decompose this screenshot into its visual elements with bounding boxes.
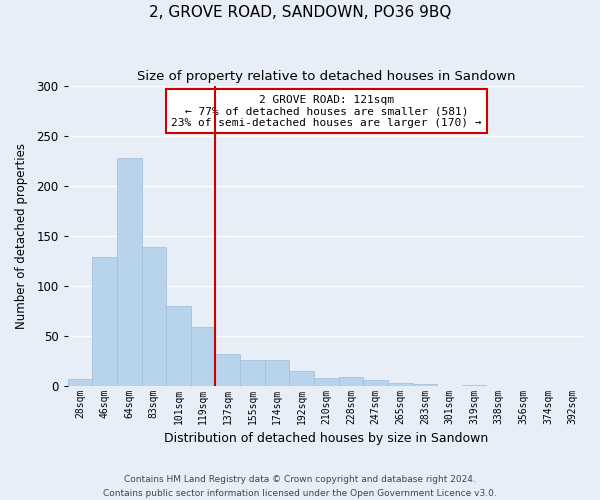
Y-axis label: Number of detached properties: Number of detached properties xyxy=(15,142,28,328)
Bar xyxy=(142,246,166,386)
Bar xyxy=(462,384,487,386)
Bar xyxy=(265,360,289,386)
Bar xyxy=(363,380,388,386)
Bar xyxy=(215,354,240,386)
Bar xyxy=(240,360,265,386)
Bar xyxy=(338,376,363,386)
Bar xyxy=(314,378,338,386)
Bar xyxy=(191,326,215,386)
Bar xyxy=(166,306,191,386)
Bar xyxy=(289,370,314,386)
Bar xyxy=(413,384,437,386)
Text: 2, GROVE ROAD, SANDOWN, PO36 9BQ: 2, GROVE ROAD, SANDOWN, PO36 9BQ xyxy=(149,5,451,20)
Text: Contains HM Land Registry data © Crown copyright and database right 2024.
Contai: Contains HM Land Registry data © Crown c… xyxy=(103,476,497,498)
X-axis label: Distribution of detached houses by size in Sandown: Distribution of detached houses by size … xyxy=(164,432,488,445)
Bar xyxy=(92,256,117,386)
Bar xyxy=(68,378,92,386)
Text: 2 GROVE ROAD: 121sqm
← 77% of detached houses are smaller (581)
23% of semi-deta: 2 GROVE ROAD: 121sqm ← 77% of detached h… xyxy=(171,94,482,128)
Bar xyxy=(117,158,142,386)
Bar xyxy=(388,382,413,386)
Title: Size of property relative to detached houses in Sandown: Size of property relative to detached ho… xyxy=(137,70,515,83)
